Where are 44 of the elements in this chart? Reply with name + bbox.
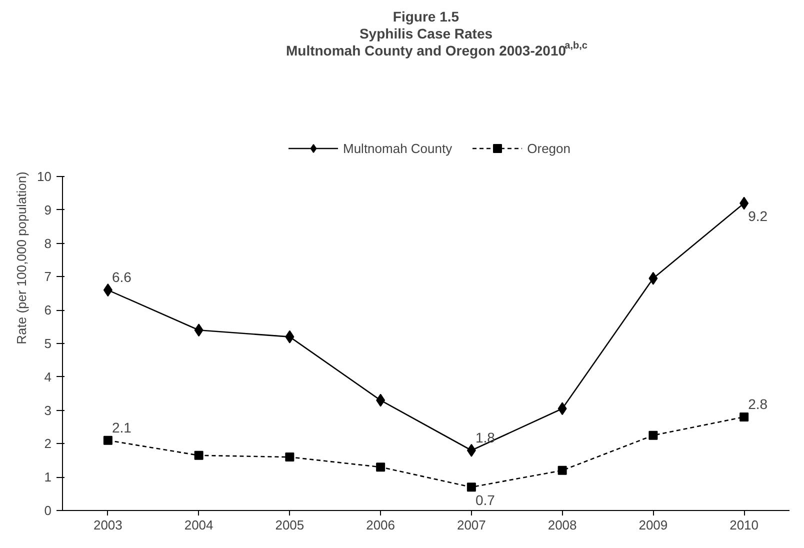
point xyxy=(740,412,749,422)
point xyxy=(466,444,476,457)
y-tick-label: 7 xyxy=(44,269,52,284)
y-tick-label: 8 xyxy=(44,236,52,251)
x-tick-label: 2010 xyxy=(730,518,759,532)
data-label: 2.1 xyxy=(112,419,132,436)
point xyxy=(376,394,386,407)
point xyxy=(466,482,476,492)
x-tick-label: 2007 xyxy=(456,518,486,532)
y-axis-title: Rate (per 100,000 population) xyxy=(14,172,30,344)
point xyxy=(285,452,294,462)
legend-label: Oregon xyxy=(527,140,570,156)
y-tick-label: 2 xyxy=(44,436,52,452)
point xyxy=(285,330,294,344)
point xyxy=(648,272,658,285)
point xyxy=(376,462,386,472)
y-tick-label: 4 xyxy=(44,369,52,384)
legend-label: Multnomah County xyxy=(343,140,452,156)
x-tick-label: 2004 xyxy=(184,518,214,532)
y-tick-label: 10 xyxy=(37,169,52,184)
x-tick-label: 2003 xyxy=(93,518,122,532)
y-tick-label: 3 xyxy=(44,402,52,418)
y-tick-label: 9 xyxy=(44,202,52,218)
point xyxy=(648,430,658,440)
point xyxy=(558,466,567,475)
y-tick-label: 1 xyxy=(44,470,52,485)
data-label: 1.8 xyxy=(475,429,496,446)
point xyxy=(558,402,567,416)
point xyxy=(103,284,112,297)
x-tick-label: 2005 xyxy=(275,518,304,532)
point xyxy=(194,324,204,337)
x-tick-label: 2006 xyxy=(366,518,396,532)
point xyxy=(103,436,112,445)
y-tick-label: 6 xyxy=(44,302,52,318)
point xyxy=(194,450,204,460)
data-label: 6.6 xyxy=(112,269,132,286)
y-tick-label: 0 xyxy=(44,503,52,518)
data-label: 2.8 xyxy=(748,396,768,412)
y-tick-label: 5 xyxy=(44,336,52,351)
x-tick-label: 2008 xyxy=(548,518,577,532)
point xyxy=(740,196,749,210)
x-tick-label: 2009 xyxy=(638,518,668,532)
data-label: 0.7 xyxy=(475,492,496,508)
data-label: 9.2 xyxy=(748,208,768,224)
